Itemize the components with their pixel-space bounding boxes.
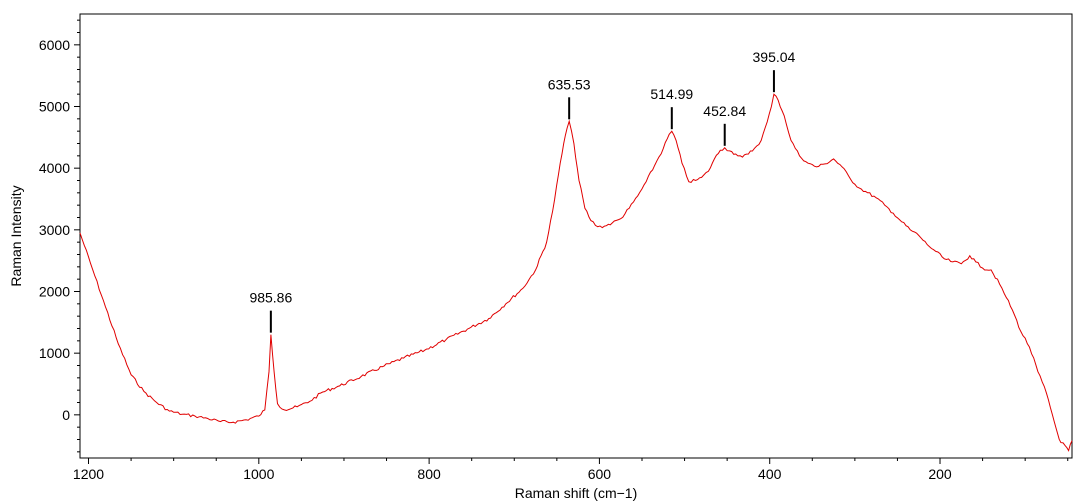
peak-label: 452.84 [703, 103, 746, 119]
x-axis-ticks: 1200 1000 800 600 400 200 [73, 458, 1069, 482]
spectrum-line [79, 93, 1073, 452]
peak-label: 985.86 [249, 290, 292, 306]
x-tick-label: 200 [928, 466, 952, 482]
x-axis-label: Raman shift (cm−1) [515, 485, 638, 501]
plot-frame [79, 13, 1073, 459]
y-tick-label: 3000 [39, 222, 70, 238]
x-tick-label: 1200 [73, 466, 104, 482]
y-tick-label: 0 [62, 407, 70, 423]
y-tick-label: 6000 [39, 37, 70, 53]
y-axis-label: Raman Intensity [8, 185, 24, 286]
peak-label: 514.99 [650, 86, 693, 102]
y-axis-ticks: 0 1000 2000 3000 4000 5000 6000 [39, 19, 80, 453]
x-tick-label: 800 [417, 466, 441, 482]
x-tick-label: 400 [758, 466, 782, 482]
peak-annotations: 985.86 635.53 514.99 452.84 395.04 [249, 49, 796, 333]
y-tick-label: 1000 [39, 345, 70, 361]
peak-label: 635.53 [548, 76, 591, 92]
y-tick-label: 2000 [39, 284, 70, 300]
x-tick-label: 1000 [243, 466, 274, 482]
x-tick-label: 600 [588, 466, 612, 482]
spectrum-series [79, 93, 1073, 452]
peak-label: 395.04 [753, 49, 796, 65]
y-tick-label: 5000 [39, 99, 70, 115]
y-tick-label: 4000 [39, 160, 70, 176]
chart-axes [79, 13, 1073, 459]
